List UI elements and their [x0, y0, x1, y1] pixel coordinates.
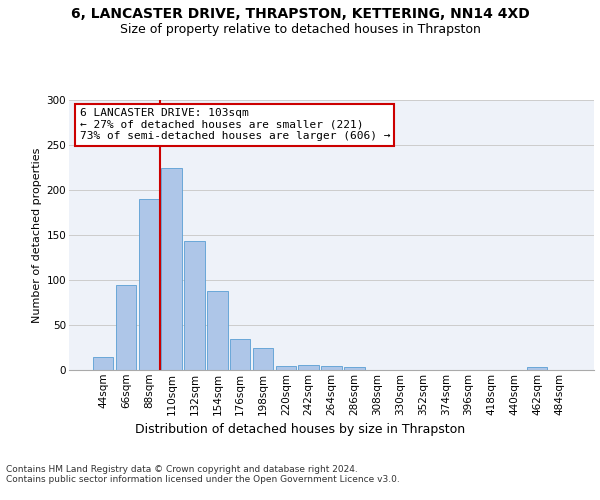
- Bar: [184, 242, 205, 370]
- Text: Distribution of detached houses by size in Thrapston: Distribution of detached houses by size …: [135, 422, 465, 436]
- Bar: [298, 364, 319, 370]
- Bar: [253, 348, 273, 370]
- Bar: [344, 368, 365, 370]
- Text: 6, LANCASTER DRIVE, THRAPSTON, KETTERING, NN14 4XD: 6, LANCASTER DRIVE, THRAPSTON, KETTERING…: [71, 8, 529, 22]
- Bar: [230, 338, 250, 370]
- Bar: [139, 199, 159, 370]
- Text: Size of property relative to detached houses in Thrapston: Size of property relative to detached ho…: [119, 22, 481, 36]
- Bar: [93, 356, 113, 370]
- Bar: [116, 284, 136, 370]
- Bar: [321, 366, 342, 370]
- Bar: [161, 168, 182, 370]
- Y-axis label: Number of detached properties: Number of detached properties: [32, 148, 43, 322]
- Bar: [527, 368, 547, 370]
- Text: 6 LANCASTER DRIVE: 103sqm
← 27% of detached houses are smaller (221)
73% of semi: 6 LANCASTER DRIVE: 103sqm ← 27% of detac…: [79, 108, 390, 142]
- Text: Contains HM Land Registry data © Crown copyright and database right 2024.
Contai: Contains HM Land Registry data © Crown c…: [6, 465, 400, 484]
- Bar: [275, 366, 296, 370]
- Bar: [207, 291, 227, 370]
